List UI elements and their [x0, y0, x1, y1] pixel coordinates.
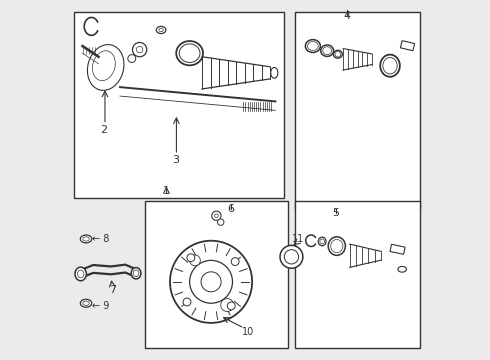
- Circle shape: [187, 254, 195, 262]
- Ellipse shape: [318, 237, 326, 246]
- Circle shape: [218, 219, 224, 225]
- Ellipse shape: [328, 237, 345, 255]
- Ellipse shape: [335, 51, 341, 57]
- Polygon shape: [400, 41, 415, 51]
- Text: ← 8: ← 8: [92, 234, 109, 244]
- Ellipse shape: [398, 266, 407, 272]
- Text: ← 9: ← 9: [92, 301, 109, 311]
- Circle shape: [220, 298, 234, 311]
- Ellipse shape: [87, 45, 124, 90]
- Ellipse shape: [333, 50, 343, 58]
- Ellipse shape: [80, 299, 92, 307]
- Ellipse shape: [320, 239, 324, 244]
- Text: 5: 5: [333, 208, 340, 218]
- Ellipse shape: [77, 270, 84, 278]
- Bar: [74, 12, 284, 198]
- Circle shape: [227, 302, 235, 310]
- Circle shape: [190, 255, 200, 266]
- Circle shape: [212, 211, 221, 220]
- Ellipse shape: [380, 55, 400, 77]
- Text: 6: 6: [227, 204, 234, 214]
- Text: 2: 2: [100, 125, 107, 135]
- Bar: [145, 202, 288, 348]
- Ellipse shape: [321, 45, 334, 57]
- Ellipse shape: [383, 58, 397, 74]
- Circle shape: [231, 258, 239, 266]
- Polygon shape: [390, 244, 405, 254]
- Circle shape: [132, 42, 147, 57]
- Bar: [295, 12, 420, 208]
- Text: 4: 4: [343, 11, 350, 21]
- Ellipse shape: [133, 270, 139, 276]
- Ellipse shape: [156, 26, 166, 33]
- Text: 10: 10: [242, 327, 254, 337]
- Ellipse shape: [83, 237, 89, 241]
- Circle shape: [183, 298, 191, 306]
- Circle shape: [280, 246, 303, 268]
- Ellipse shape: [308, 41, 318, 50]
- Ellipse shape: [305, 40, 320, 53]
- Text: 11: 11: [292, 234, 304, 244]
- Ellipse shape: [323, 47, 332, 55]
- Ellipse shape: [331, 239, 343, 253]
- Ellipse shape: [131, 267, 141, 279]
- Circle shape: [128, 55, 136, 63]
- Circle shape: [170, 241, 252, 323]
- Circle shape: [215, 214, 218, 217]
- Text: 3: 3: [172, 156, 179, 165]
- Ellipse shape: [80, 235, 92, 243]
- Ellipse shape: [83, 301, 89, 305]
- Ellipse shape: [270, 67, 278, 78]
- Ellipse shape: [75, 267, 86, 281]
- Circle shape: [136, 46, 143, 53]
- Text: 1: 1: [163, 186, 170, 197]
- Circle shape: [201, 272, 221, 292]
- Bar: [295, 202, 420, 348]
- Text: 7: 7: [109, 285, 117, 295]
- Circle shape: [284, 249, 298, 264]
- Ellipse shape: [93, 51, 115, 81]
- Circle shape: [190, 260, 232, 303]
- Ellipse shape: [159, 28, 163, 32]
